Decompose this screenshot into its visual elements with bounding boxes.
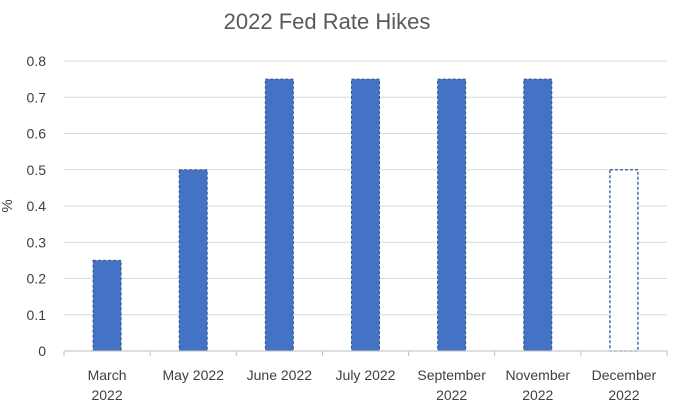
bar [351, 78, 380, 352]
bar [264, 78, 294, 352]
x-axis-labels: March 2022 May 2022 June 2022 July 2022 Septe… [88, 367, 657, 403]
y-tick-label: 0.4 [27, 198, 47, 214]
bar [178, 169, 208, 352]
y-tick-label: 0.7 [27, 89, 47, 105]
x-tick-label: November 2022 [505, 367, 570, 403]
bar [523, 78, 553, 352]
x-tick-label: June 2022 [247, 367, 313, 383]
y-tick-label: 0.1 [27, 307, 47, 323]
x-tick-label: March 2022 [88, 367, 127, 403]
y-tick-label: 0.2 [27, 271, 47, 287]
x-tick-label: May 2022 [162, 367, 224, 383]
bars [92, 78, 639, 352]
y-axis-ticks: 0 0.1 0.2 0.3 0.4 0.5 0.6 0.7 0.8 [27, 53, 47, 359]
chart-title: 2022 Fed Rate Hikes [224, 9, 431, 34]
y-tick-label: 0 [38, 343, 46, 359]
x-tick-label: September 2022 [417, 367, 486, 403]
x-tick-label: July 2022 [336, 367, 396, 383]
y-tick-label: 0.8 [27, 53, 47, 69]
bar [437, 78, 467, 352]
y-axis-title: % [0, 199, 16, 212]
x-axis [63, 350, 668, 356]
x-tick-label: December 2022 [592, 367, 657, 403]
y-tick-label: 0.3 [27, 234, 47, 250]
y-tick-label: 0.6 [27, 126, 47, 142]
y-tick-label: 0.5 [27, 162, 47, 178]
bar [92, 259, 122, 352]
bar [609, 169, 639, 352]
